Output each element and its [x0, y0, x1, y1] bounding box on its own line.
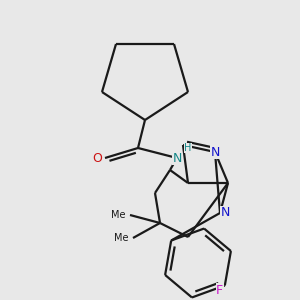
Text: N: N — [172, 152, 182, 164]
Text: Me: Me — [111, 210, 125, 220]
Text: N: N — [210, 146, 220, 158]
Text: N: N — [220, 206, 230, 220]
Text: F: F — [216, 284, 224, 297]
Text: H: H — [184, 143, 192, 153]
Text: O: O — [92, 152, 102, 164]
Text: Me: Me — [114, 233, 128, 243]
